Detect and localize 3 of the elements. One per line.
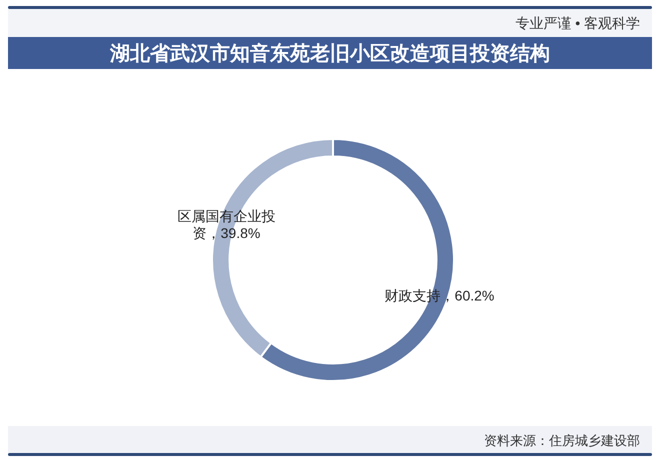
annotation: 资料来源：住房城乡建设部 [484, 433, 640, 448]
title: 湖北省武汉市知音东苑老旧小区改造项目投资结构 [110, 43, 550, 65]
annotation: 专业严谨 • 客观科学 [515, 15, 640, 31]
